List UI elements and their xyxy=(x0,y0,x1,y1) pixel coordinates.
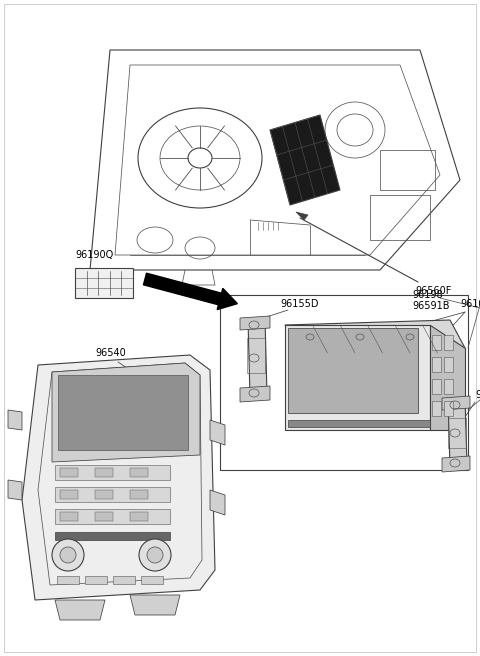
Bar xyxy=(58,375,188,450)
Polygon shape xyxy=(448,398,467,467)
Bar xyxy=(75,268,133,298)
Bar xyxy=(57,576,79,584)
Bar xyxy=(444,335,453,350)
Bar xyxy=(432,401,441,416)
Bar xyxy=(55,532,170,540)
Bar xyxy=(85,576,107,584)
Bar xyxy=(130,490,148,499)
Bar xyxy=(432,335,441,350)
Bar xyxy=(247,338,265,373)
Text: 96591B: 96591B xyxy=(412,301,449,311)
Text: 96100S: 96100S xyxy=(460,299,480,309)
Polygon shape xyxy=(240,316,270,330)
Polygon shape xyxy=(248,318,267,397)
Text: 96540: 96540 xyxy=(95,348,126,358)
Polygon shape xyxy=(130,595,180,615)
FancyArrow shape xyxy=(144,273,238,310)
Bar xyxy=(220,295,468,470)
Ellipse shape xyxy=(147,547,163,563)
Bar xyxy=(288,328,418,413)
Ellipse shape xyxy=(52,539,84,571)
Bar xyxy=(141,576,163,584)
Bar xyxy=(60,490,78,499)
Polygon shape xyxy=(296,212,308,220)
Ellipse shape xyxy=(188,148,212,168)
Bar xyxy=(448,418,466,448)
Bar xyxy=(444,401,453,416)
Text: 96155E: 96155E xyxy=(475,390,480,400)
Bar xyxy=(370,195,430,240)
Ellipse shape xyxy=(60,547,76,563)
Polygon shape xyxy=(285,325,430,430)
Polygon shape xyxy=(52,363,200,462)
Bar xyxy=(113,576,135,584)
Polygon shape xyxy=(210,420,225,445)
Polygon shape xyxy=(442,396,470,410)
Polygon shape xyxy=(285,320,465,353)
Polygon shape xyxy=(22,355,215,600)
Text: 96190Q: 96190Q xyxy=(75,250,113,260)
Bar xyxy=(95,468,113,477)
Bar xyxy=(288,420,430,427)
Text: 96198: 96198 xyxy=(412,290,443,300)
Polygon shape xyxy=(55,600,105,620)
Text: 96560F: 96560F xyxy=(415,286,451,296)
Bar xyxy=(380,150,435,190)
Bar xyxy=(55,465,170,480)
Polygon shape xyxy=(8,410,22,430)
Bar xyxy=(60,512,78,521)
Polygon shape xyxy=(8,480,22,500)
Bar xyxy=(55,509,170,524)
Bar xyxy=(444,357,453,372)
Bar xyxy=(95,490,113,499)
Text: 96155D: 96155D xyxy=(280,299,319,309)
Bar xyxy=(432,379,441,394)
Polygon shape xyxy=(430,325,465,430)
Polygon shape xyxy=(270,115,340,205)
Bar xyxy=(55,487,170,502)
Polygon shape xyxy=(210,490,225,515)
Bar xyxy=(130,468,148,477)
Bar xyxy=(60,468,78,477)
Ellipse shape xyxy=(139,539,171,571)
Bar xyxy=(444,379,453,394)
Bar xyxy=(130,512,148,521)
Bar xyxy=(432,357,441,372)
Polygon shape xyxy=(442,456,470,472)
Bar xyxy=(95,512,113,521)
Polygon shape xyxy=(240,386,270,402)
